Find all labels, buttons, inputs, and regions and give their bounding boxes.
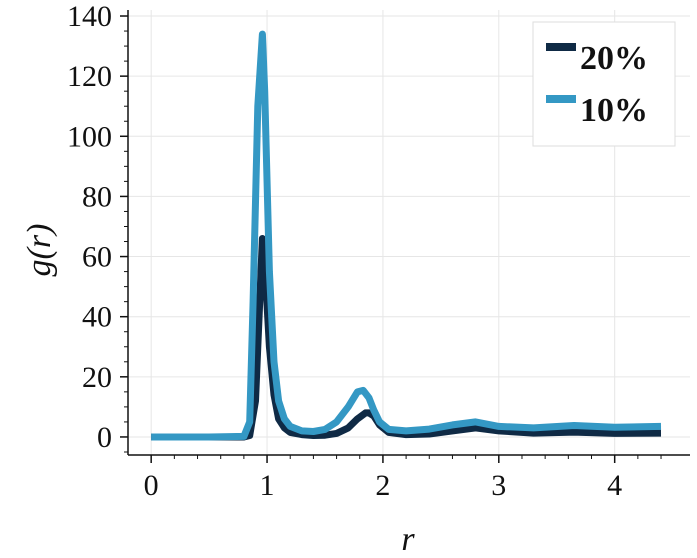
y-tick-label: 120: [67, 60, 112, 93]
legend-box: [532, 21, 676, 147]
axes: [127, 10, 690, 456]
x-tick-label: 4: [607, 469, 622, 502]
y-tick-label: 140: [67, 0, 112, 33]
legend-label: 10%: [580, 92, 648, 129]
y-tick-label: 80: [82, 180, 112, 213]
y-tick-label: 20: [82, 361, 112, 394]
x-axis-label: r: [401, 521, 415, 558]
legend: 20%10%: [532, 21, 676, 147]
y-tick-label: 100: [67, 120, 112, 153]
series-line-0: [151, 235, 662, 441]
series-lines: [151, 30, 662, 441]
x-tick-label: 2: [375, 469, 390, 502]
x-tick-label: 3: [491, 469, 506, 502]
y-tick-label: 0: [97, 421, 112, 454]
y-tick-label: 40: [82, 301, 112, 334]
x-tick-label: 0: [144, 469, 159, 502]
y-axis-label: g(r): [21, 224, 58, 277]
legend-label: 20%: [580, 40, 648, 77]
x-tick-label: 1: [260, 469, 275, 502]
y-tick-label: 60: [82, 241, 112, 274]
